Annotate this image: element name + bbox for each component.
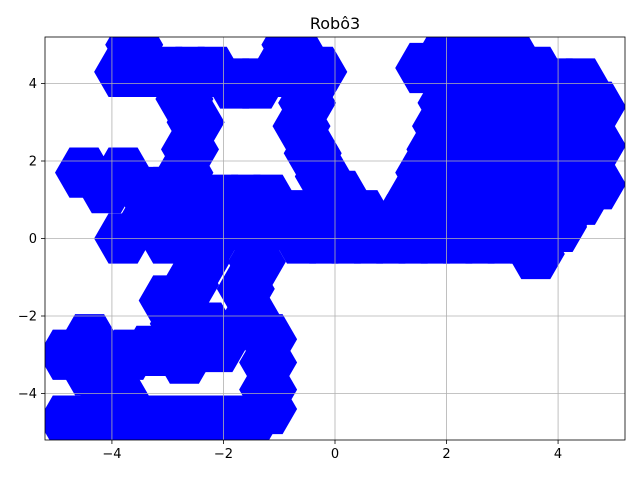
scatter-point (211, 395, 270, 440)
y-tick-label: −4 (18, 387, 37, 402)
y-tick-label: 2 (29, 155, 37, 170)
y-tick-label: 4 (29, 77, 37, 92)
scatter-point (267, 190, 325, 241)
plot-area (44, 36, 626, 441)
x-tick-label: −2 (214, 447, 233, 462)
scatter-point (261, 37, 320, 70)
y-tick-label: 0 (29, 232, 37, 247)
scatter-markers (45, 37, 625, 440)
x-tick-label: 0 (331, 447, 339, 462)
y-axis: −4 −2 0 2 4 (18, 77, 45, 402)
x-tick-label: 2 (442, 447, 450, 462)
chart-title: Robô3 (310, 14, 360, 33)
x-tick-label: 4 (554, 447, 562, 462)
x-axis: −4 −2 0 2 4 (102, 440, 562, 462)
scatter-point (105, 37, 164, 70)
x-tick-label: −4 (102, 447, 121, 462)
y-tick-label: −2 (18, 310, 37, 325)
scatter-point (506, 228, 565, 280)
grid (45, 37, 625, 440)
